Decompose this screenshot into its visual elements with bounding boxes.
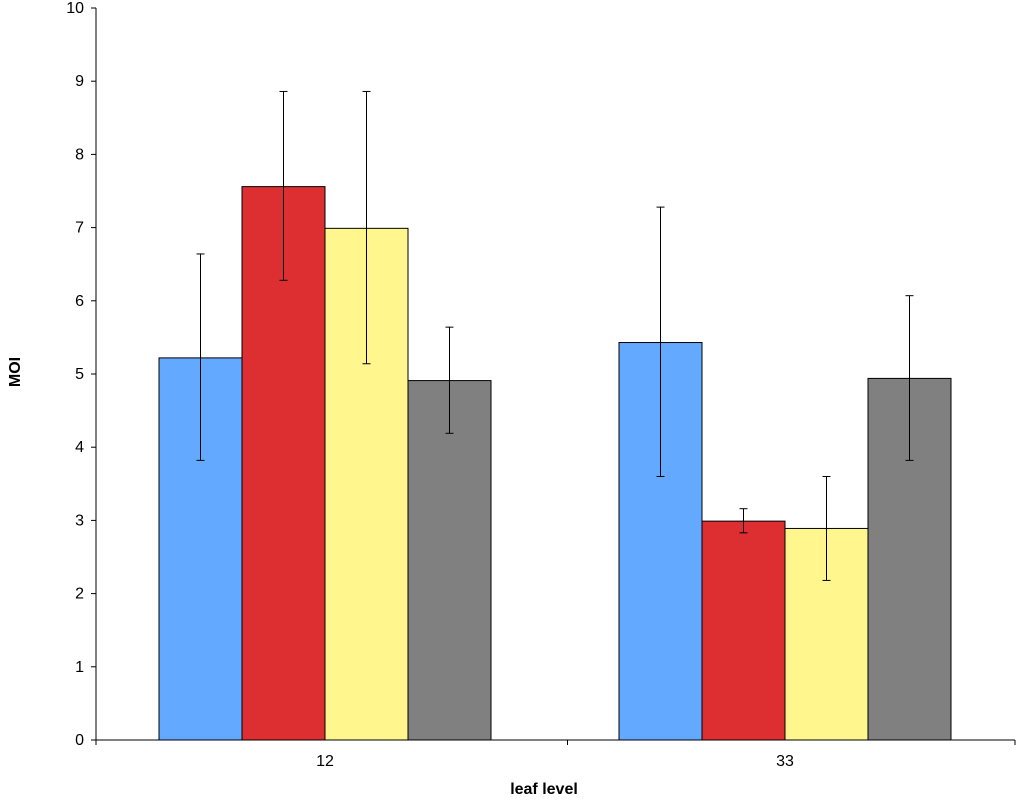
- x-axis-title: leaf level: [510, 781, 578, 798]
- y-tick-label-3: 3: [75, 512, 84, 529]
- error-bar-33-s3: [822, 475, 831, 581]
- bar-33-s2: [701, 520, 786, 741]
- y-tick-label-9: 9: [75, 73, 84, 90]
- error-bar-33-s1: [656, 206, 665, 477]
- y-axis-title: MOI: [7, 357, 24, 387]
- error-bar-33-s2: [739, 508, 748, 534]
- y-tick-label-8: 8: [75, 146, 84, 163]
- y-tick-label-10: 10: [66, 0, 84, 17]
- y-tick-label-7: 7: [75, 220, 84, 237]
- y-tick-label-6: 6: [75, 293, 84, 310]
- y-tick-label-2: 2: [75, 586, 84, 603]
- y-tick-label-1: 1: [75, 659, 84, 676]
- error-bar-12-s4: [445, 326, 454, 434]
- y-tick-label-4: 4: [75, 439, 84, 456]
- error-bar-33-s4: [905, 295, 914, 461]
- x-tick-label-12: 12: [316, 753, 334, 770]
- bar-12-s4: [407, 380, 492, 741]
- error-bar-12-s3: [362, 90, 371, 365]
- y-tick-label-5: 5: [75, 366, 84, 383]
- x-tick-label-33: 33: [776, 753, 794, 770]
- error-bars-layer: [196, 90, 914, 581]
- y-tick-label-0: 0: [75, 732, 84, 749]
- error-bar-12-s2: [279, 90, 288, 281]
- bars-layer: [158, 186, 952, 741]
- error-bar-12-s1: [196, 253, 205, 461]
